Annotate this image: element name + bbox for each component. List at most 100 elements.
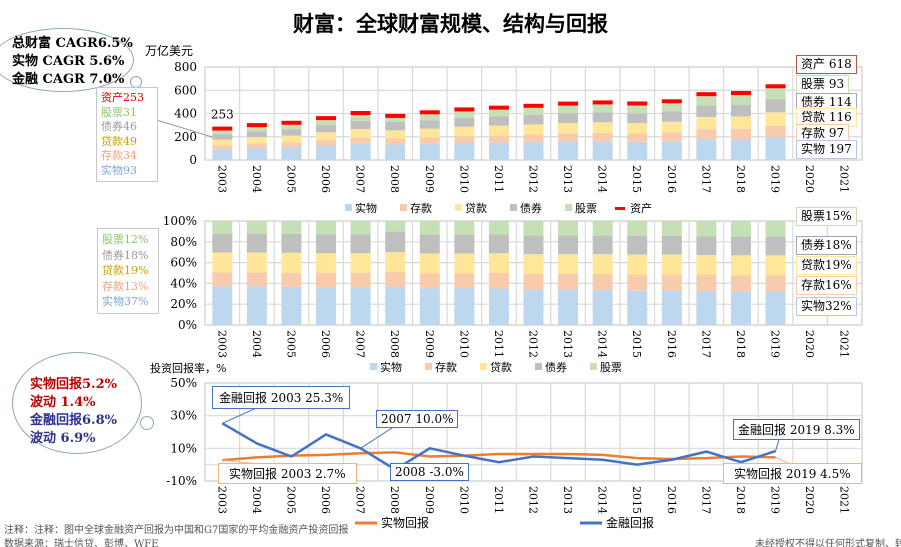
asset-marker [765, 84, 786, 89]
real-return: 实物回报5.2% [30, 377, 117, 392]
structure-x-tick-label: 2003 [215, 330, 228, 358]
structure-x-tick-label: 2010 [457, 330, 470, 358]
asset-marker [523, 103, 544, 108]
bar-贷款 [488, 125, 509, 136]
legend2-label-贷款: 贷款 [490, 360, 512, 374]
wealth-x-tick-label: 2017 [699, 165, 712, 193]
bar-股票 [350, 115, 371, 121]
bar-实物 [523, 142, 544, 160]
structure-x-tick-label: 2006 [319, 330, 332, 358]
wealth-x-tick-label: 2012 [527, 165, 540, 193]
legend2-swatch-存款 [425, 363, 432, 370]
structure-x-tick-label: 2019 [769, 330, 782, 358]
pct-bar-实物 [316, 287, 337, 325]
wealth-x-tick-label: 2014 [596, 165, 609, 193]
pct-bar-股票 [627, 221, 648, 236]
bar-实物 [730, 138, 751, 160]
label-deposit-2003: 存款34 [101, 149, 137, 162]
bar-贷款 [454, 126, 475, 137]
cagr-real: 实物 CAGR 5.6% [12, 54, 125, 69]
leader-fin-2007 [360, 425, 396, 449]
returns-x-tick-label: 2014 [596, 486, 609, 514]
bar-存款 [627, 133, 648, 142]
box-2003-values: 资产253 股票31 债券46 贷款49 存款34 实物93 [96, 87, 158, 182]
pct-bar-债券 [385, 231, 406, 253]
bar-股票 [696, 96, 717, 106]
pct-bar-股票 [212, 221, 233, 234]
bar-贷款 [696, 116, 717, 130]
pct-deposit-2019: 存款16% [796, 276, 857, 295]
pct-bar-股票 [246, 221, 267, 234]
pct-bar-贷款 [246, 252, 267, 273]
pct-bar-股票 [661, 221, 682, 236]
returns-x-tick-label: 2008 [388, 486, 401, 514]
asset-marker [385, 113, 406, 118]
asset-marker [419, 110, 440, 115]
legend2-label-存款: 存款 [435, 360, 457, 374]
structure-y-tick-label: 100% [163, 214, 197, 228]
bar-债券 [385, 121, 406, 131]
label-stock-2019: 股票 93 [796, 75, 850, 94]
pct-bond-2019: 债券18% [796, 236, 857, 255]
bar-实物 [212, 149, 233, 160]
pct-bar-贷款 [385, 252, 406, 272]
pct-bar-股票 [592, 221, 613, 236]
pct-bar-存款 [765, 275, 786, 292]
asset-marker [212, 126, 233, 131]
bar-股票 [454, 111, 475, 118]
structure-x-tick-label: 2009 [423, 330, 436, 358]
wealth-x-tick-label: 2004 [250, 165, 263, 193]
bar-存款 [523, 134, 544, 143]
financial-volatility: 波动 6.9% [30, 431, 96, 446]
wealth-x-tick-label: 2003 [215, 165, 228, 193]
bar-实物 [627, 141, 648, 160]
bar-存款 [592, 132, 613, 142]
bar-债券 [730, 104, 751, 117]
legend2-label-股票: 股票 [600, 361, 622, 374]
pct-bar-贷款 [696, 254, 717, 275]
bar-存款 [419, 137, 440, 144]
bar-实物 [558, 141, 579, 160]
bar-股票 [730, 95, 751, 105]
wealth-x-tick-label: 2019 [769, 165, 782, 193]
wealth-x-tick-label: 2008 [388, 165, 401, 193]
bar-实物 [661, 141, 682, 160]
pct-bar-债券 [350, 234, 371, 254]
structure-y-tick-label: 60% [170, 256, 197, 270]
structure-x-tick-label: 2018 [734, 330, 747, 358]
annotation-fin-2008: 2008 -3.0% [390, 463, 469, 481]
pct-bar-实物 [488, 288, 509, 325]
asset-marker [661, 99, 682, 104]
label-loan-2003: 贷款49 [101, 134, 137, 148]
bar-股票 [558, 105, 579, 114]
pct-stock-2003: 股票12% [102, 233, 149, 246]
annotation-real-2019: 实物回报 2019 4.5% [723, 463, 862, 484]
bar-存款 [661, 132, 682, 142]
cagr-financial: 金融 CAGR 7.0% [12, 72, 125, 87]
pct-bar-实物 [419, 288, 440, 325]
pct-bar-贷款 [350, 253, 371, 273]
bar-债券 [212, 134, 233, 140]
bar-债券 [281, 129, 302, 136]
returns-x-tick-label: 2005 [284, 486, 297, 514]
bar-存款 [212, 145, 233, 150]
structure-x-tick-label: 2017 [699, 330, 712, 358]
pct-bar-存款 [246, 272, 267, 287]
label-real-2019: 实物 197 [796, 140, 857, 159]
returns-x-tick-label: 2009 [423, 486, 436, 514]
legend2-swatch-贷款 [480, 363, 487, 370]
structure-x-tick-label: 2012 [527, 330, 540, 358]
pct-bar-股票 [316, 221, 337, 235]
pct-bar-股票 [385, 221, 406, 232]
returns-x-tick-label: 2017 [699, 486, 712, 514]
bar-股票 [246, 127, 267, 132]
returns-x-tick-label: 2021 [838, 486, 851, 514]
pct-bar-存款 [730, 275, 751, 292]
structure-y-tick-label: 80% [170, 235, 197, 249]
returns-x-tick-label: 2004 [250, 486, 263, 514]
wealth-y-tick-label: 600 [174, 83, 197, 97]
legend-label-实物: 实物 [355, 201, 377, 215]
bar-贷款 [316, 132, 337, 141]
bar-实物 [592, 141, 613, 160]
bar-实物 [385, 144, 406, 160]
